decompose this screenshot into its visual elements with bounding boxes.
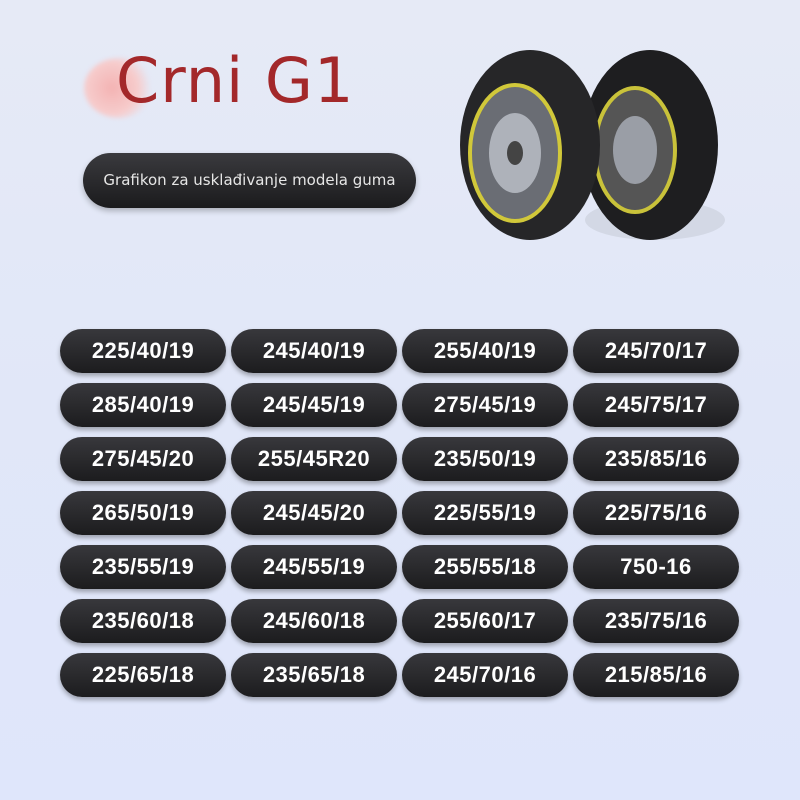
tire-size-pill: 255/60/17 bbox=[402, 599, 568, 643]
tire-size-pill: 255/55/18 bbox=[402, 545, 568, 589]
tire-size-pill: 235/65/18 bbox=[231, 653, 397, 697]
tire-snow-chains-icon bbox=[460, 50, 725, 240]
tire-size-pill: 235/85/16 bbox=[573, 437, 739, 481]
tire-size-pill: 225/40/19 bbox=[60, 329, 226, 373]
subtitle-badge: Grafikon za usklađivanje modela guma bbox=[83, 153, 416, 208]
tire-size-pill: 750-16 bbox=[573, 545, 739, 589]
tire-size-pill: 235/50/19 bbox=[402, 437, 568, 481]
tire-size-pill: 235/60/18 bbox=[60, 599, 226, 643]
tire-size-pill: 285/40/19 bbox=[60, 383, 226, 427]
tire-size-pill: 245/55/19 bbox=[231, 545, 397, 589]
tire-size-pill: 225/55/19 bbox=[402, 491, 568, 535]
tire-size-pill: 235/75/16 bbox=[573, 599, 739, 643]
tire-size-pill: 255/40/19 bbox=[402, 329, 568, 373]
tire-size-pill: 235/55/19 bbox=[60, 545, 226, 589]
decorative-blob bbox=[84, 58, 154, 118]
tire-size-pill: 245/45/20 bbox=[231, 491, 397, 535]
tire-size-pill: 245/40/19 bbox=[231, 329, 397, 373]
tire-size-pill: 275/45/20 bbox=[60, 437, 226, 481]
tire-size-pill: 225/65/18 bbox=[60, 653, 226, 697]
tire-size-pill: 275/45/19 bbox=[402, 383, 568, 427]
tire-size-pill: 245/45/19 bbox=[231, 383, 397, 427]
tire-size-pill: 225/75/16 bbox=[573, 491, 739, 535]
page-title: Crni G1 bbox=[116, 44, 355, 117]
tire-size-pill: 265/50/19 bbox=[60, 491, 226, 535]
tire-size-pill: 255/45R20 bbox=[231, 437, 397, 481]
tire-size-pill: 245/70/17 bbox=[573, 329, 739, 373]
tire-size-pill: 245/60/18 bbox=[231, 599, 397, 643]
tire-size-pill: 245/70/16 bbox=[402, 653, 568, 697]
tire-size-pill: 245/75/17 bbox=[573, 383, 739, 427]
tire-size-grid: 225/40/19 245/40/19 255/40/19 245/70/17 … bbox=[60, 329, 739, 697]
tire-size-pill: 215/85/16 bbox=[573, 653, 739, 697]
